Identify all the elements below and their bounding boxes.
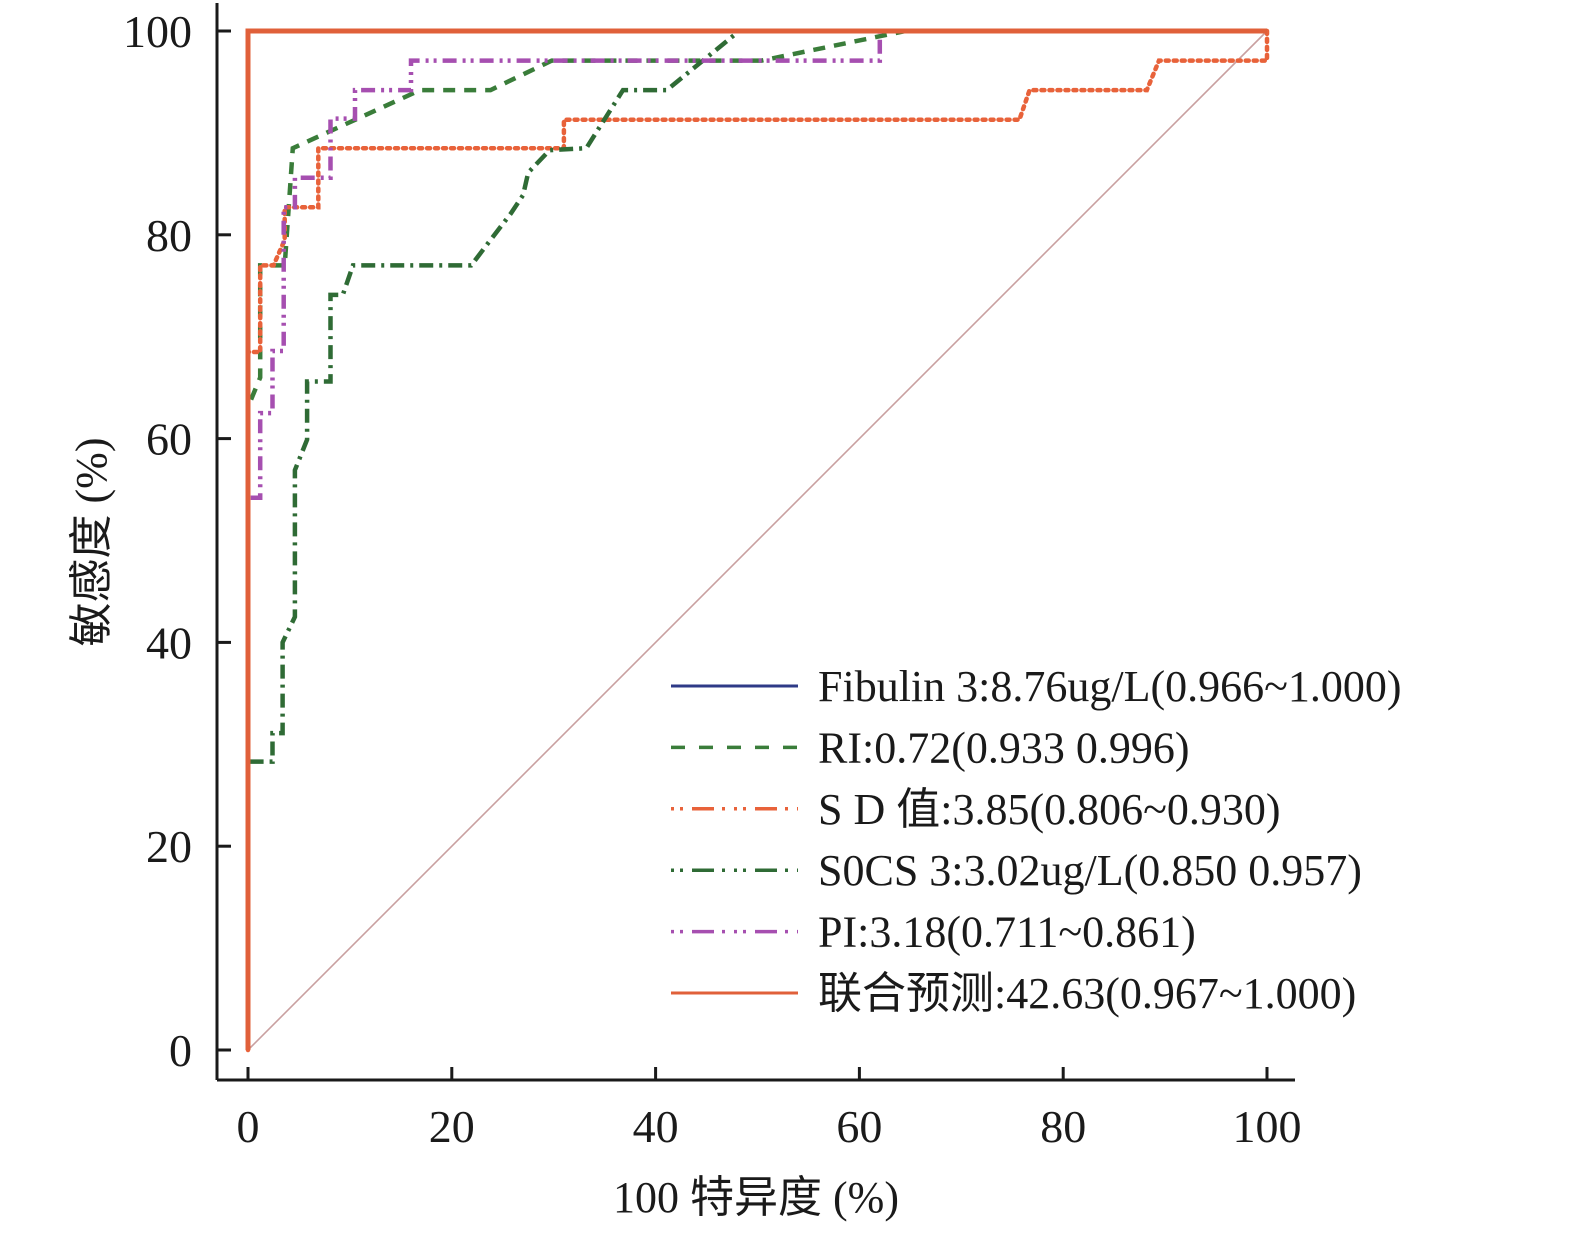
legend-label: RI:0.72(0.933 0.996) xyxy=(818,723,1190,772)
series-line-4 xyxy=(245,28,1267,1050)
legend-label: Fibulin 3:8.76ug/L(0.966~1.000) xyxy=(818,662,1402,711)
legend-item: PI:3.18(0.711~0.861) xyxy=(671,908,1196,957)
series-layer xyxy=(245,28,1270,1053)
axes: 0 20 40 60 80 100 0 20 40 60 80 100 xyxy=(123,3,1302,1152)
y-tick-label: 100 xyxy=(123,6,192,57)
x-axis-label: 100 特异度 (%) xyxy=(613,1173,899,1222)
y-tick-label: 20 xyxy=(146,821,192,872)
legend-item: 联合预测:42.63(0.967~1.000) xyxy=(671,969,1356,1018)
series-line-3 xyxy=(245,28,1270,1053)
y-axis-label: 敏感度 (%) xyxy=(67,438,116,647)
legend-item: S0CS 3:3.02ug/L(0.850 0.957) xyxy=(671,846,1362,895)
legend-item: S D 值:3.85(0.806~0.930) xyxy=(671,785,1281,834)
legend-label: 联合预测:42.63(0.967~1.000) xyxy=(818,969,1356,1018)
y-ticks: 0 20 40 60 80 100 xyxy=(123,6,231,1076)
legend-label: S D 值:3.85(0.806~0.930) xyxy=(818,785,1281,834)
x-ticks: 0 20 40 60 80 100 xyxy=(237,1067,1302,1152)
y-tick-label: 0 xyxy=(169,1025,192,1076)
reference-diagonal-line xyxy=(247,30,1268,1051)
x-tick-label: 100 xyxy=(1233,1101,1302,1152)
legend-label: PI:3.18(0.711~0.861) xyxy=(818,908,1196,957)
y-tick-label: 40 xyxy=(146,617,192,668)
y-tick-label: 80 xyxy=(146,210,192,261)
y-tick-label: 60 xyxy=(146,414,192,465)
legend-label: S0CS 3:3.02ug/L(0.850 0.957) xyxy=(818,846,1362,895)
series-line-5 xyxy=(245,28,1267,1050)
x-tick-label: 80 xyxy=(1040,1101,1086,1152)
x-tick-label: 20 xyxy=(429,1101,475,1152)
x-tick-label: 0 xyxy=(237,1101,260,1152)
series-line-6 xyxy=(245,28,1267,1050)
legend-item: RI:0.72(0.933 0.996) xyxy=(671,723,1190,772)
x-tick-label: 40 xyxy=(633,1101,679,1152)
legend: Fibulin 3:8.76ug/L(0.966~1.000) RI:0.72(0… xyxy=(671,662,1402,1018)
x-tick-label: 60 xyxy=(836,1101,882,1152)
legend-item: Fibulin 3:8.76ug/L(0.966~1.000) xyxy=(671,662,1402,711)
